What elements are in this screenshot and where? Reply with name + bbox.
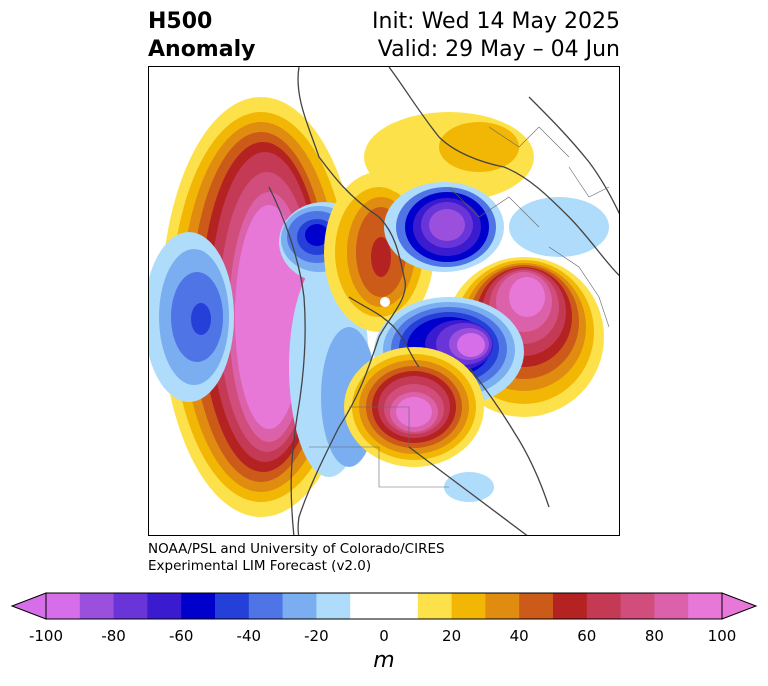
colorbar-bin — [215, 593, 250, 619]
colorbar-tick-label: 100 — [707, 627, 737, 645]
ridge-central — [324, 112, 534, 332]
pole-marker — [380, 297, 390, 307]
credit: NOAA/PSL and University of Colorado/CIRE… — [148, 541, 445, 575]
colorbar-unit: m — [373, 648, 395, 673]
colorbar-bin — [620, 593, 655, 619]
init-date: Init: Wed 14 May 2025 — [372, 9, 620, 34]
colorbar-tick-label: -80 — [101, 627, 126, 645]
colorbar-bin — [79, 593, 115, 619]
colorbar-bin — [519, 593, 554, 619]
credit-line2: Experimental LIM Forecast (v2.0) — [148, 558, 372, 574]
colorbar-tick-label: -100 — [28, 627, 64, 645]
colorbar-bin — [586, 593, 622, 619]
colorbar-bin — [417, 593, 453, 619]
map-canvas — [149, 67, 619, 535]
colorbar-bin — [282, 593, 317, 619]
colorbar-frame — [45, 592, 723, 620]
colorbar — [10, 592, 758, 620]
colorbar-bin — [316, 593, 351, 619]
valid-date: Valid: 29 May – 04 Jun — [377, 37, 620, 62]
title-variable: H500 — [148, 9, 213, 34]
colorbar-tick-label: -40 — [236, 627, 262, 645]
credit-line1: NOAA/PSL and University of Colorado/CIRE… — [148, 541, 445, 557]
trough-east-asia — [444, 472, 494, 502]
colorbar-bin — [46, 593, 81, 619]
colorbar-bin — [181, 593, 216, 619]
colorbar-bin — [688, 593, 723, 619]
colorbar-tick-label: 60 — [577, 627, 597, 645]
colorbar-bin — [485, 593, 520, 619]
colorbar-tick-label: 20 — [442, 627, 462, 645]
colorbar-bin — [350, 593, 385, 619]
colorbar-tick-label: 80 — [644, 627, 664, 645]
colorbar-tick-label: 40 — [509, 627, 529, 645]
title-subtitle: Anomaly — [148, 37, 256, 62]
colorbar-extend-low — [10, 592, 47, 620]
trough-greenland — [384, 182, 504, 272]
anomaly-map — [148, 66, 620, 536]
colorbar-extend-high — [721, 592, 758, 620]
colorbar-bin — [654, 593, 689, 619]
colorbar-tick-label: -20 — [304, 627, 329, 645]
colorbar-tick-label: -60 — [168, 627, 194, 645]
coastlines — [268, 67, 619, 535]
colorbar-bin — [113, 593, 148, 619]
colorbar-bin — [384, 593, 419, 619]
colorbar-bin — [451, 593, 486, 619]
borders — [309, 126, 610, 488]
ridge-atlantic — [344, 347, 484, 467]
map-dates: Init: Wed 14 May 2025 Valid: 29 May – 04… — [372, 8, 620, 64]
colorbar-bin — [248, 593, 284, 619]
trough-siberia — [509, 197, 609, 257]
colorbar-tick-label: 0 — [379, 627, 389, 645]
map-title: H500 Anomaly — [148, 8, 255, 64]
colorbar-bin — [553, 593, 588, 619]
trough-pacific — [149, 232, 234, 402]
colorbar-bin — [147, 593, 182, 619]
